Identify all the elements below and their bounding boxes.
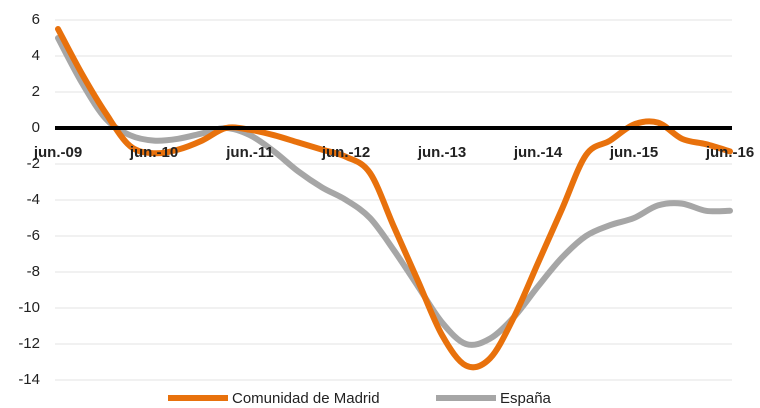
y-tick-label: -8: [27, 263, 40, 280]
y-tick-label: 0: [32, 119, 40, 136]
legend-label: Comunidad de Madrid: [232, 390, 380, 407]
x-tick-label: jun.-12: [321, 144, 370, 161]
x-tick-label: jun.-15: [609, 144, 658, 161]
y-tick-label: 2: [32, 83, 40, 100]
y-tick-label: 6: [32, 11, 40, 28]
x-tick-label: jun.-10: [129, 144, 178, 161]
x-tick-label: jun.-09: [33, 144, 82, 161]
y-tick-label: -12: [18, 335, 40, 352]
legend-label: España: [500, 390, 552, 407]
x-tick-label: jun.-16: [705, 144, 754, 161]
y-tick-label: -10: [18, 299, 40, 316]
x-tick-label: jun.-14: [513, 144, 563, 161]
line-series: [55, 26, 733, 371]
line-series: [55, 35, 733, 348]
x-tick-label: jun.-13: [417, 144, 466, 161]
y-tick-label: -14: [18, 371, 40, 388]
y-tick-label: -6: [27, 227, 40, 244]
y-tick-label: -4: [27, 191, 40, 208]
y-tick-label: 4: [32, 47, 40, 64]
y-tick-label: -2: [27, 155, 40, 172]
x-tick-label: jun.-11: [225, 144, 274, 161]
